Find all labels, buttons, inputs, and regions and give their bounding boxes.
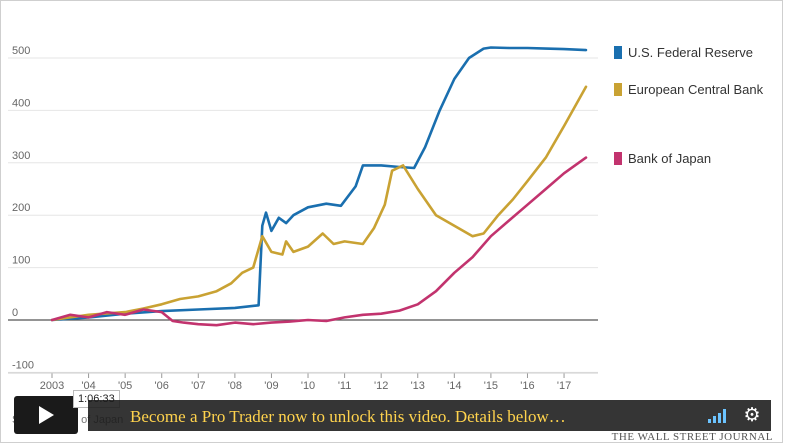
series-line: [50, 85, 588, 322]
x-tick-label: '11: [338, 380, 352, 392]
legend-label: European Central Bank: [628, 82, 764, 97]
volume-bars-icon[interactable]: [708, 408, 730, 423]
y-tick-label: 100: [12, 255, 30, 267]
legend-swatch: [614, 152, 622, 165]
x-tick-label: '09: [264, 380, 278, 392]
x-tick-label: '15: [484, 380, 498, 392]
play-button[interactable]: [14, 396, 78, 434]
y-tick-label: 0: [12, 307, 18, 319]
promo-message[interactable]: Become a Pro Trader now to unlock this v…: [130, 407, 566, 426]
x-tick-label: 2003: [40, 380, 64, 392]
legend-label: U.S. Federal Reserve: [628, 45, 753, 60]
x-tick-label: '07: [191, 380, 205, 392]
x-tick-label: '17: [557, 380, 571, 392]
x-tick-label: '13: [411, 380, 425, 392]
x-tick-label: '04: [81, 380, 95, 392]
x-tick-label: '08: [228, 380, 242, 392]
x-tick-label: '06: [155, 380, 169, 392]
x-tick-label: '05: [118, 380, 132, 392]
x-tick-label: '12: [374, 380, 388, 392]
legend-swatch: [614, 46, 622, 59]
x-tick-label: '14: [447, 380, 461, 392]
gear-icon[interactable]: ⚙: [743, 404, 761, 426]
y-tick-label: 200: [12, 202, 30, 214]
y-tick-label: 500: [12, 45, 30, 57]
y-tick-label: -100: [12, 359, 34, 371]
video-control-bar[interactable]: Become a Pro Trader now to unlock this v…: [88, 400, 771, 431]
series-line: [50, 156, 588, 327]
brand-wordmark: THE WALL STREET JOURNAL: [612, 431, 773, 443]
y-tick-label: 400: [12, 97, 30, 109]
x-tick-label: '10: [301, 380, 315, 392]
play-icon: [39, 406, 54, 424]
legend-swatch: [614, 83, 622, 96]
x-tick-label: '16: [520, 380, 534, 392]
series-line: [50, 46, 588, 322]
legend-label: Bank of Japan: [628, 151, 711, 166]
y-tick-label: 300: [12, 150, 30, 162]
